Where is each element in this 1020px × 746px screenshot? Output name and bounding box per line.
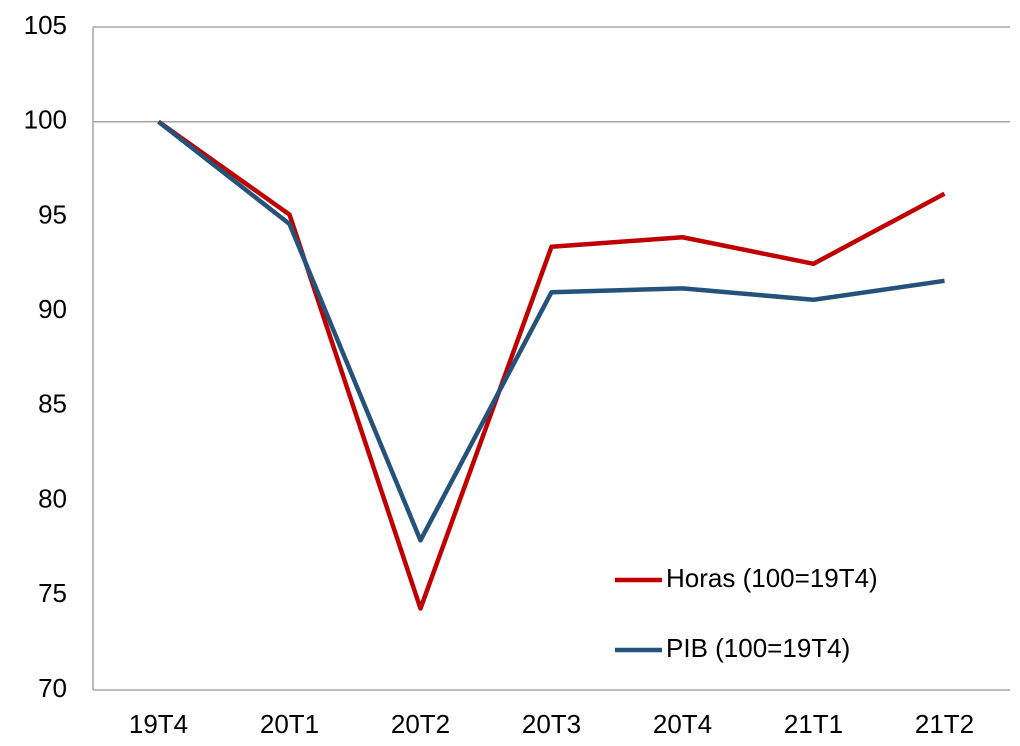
line-series (157, 119, 945, 543)
x-tick-label: 20T3 (522, 709, 581, 739)
x-tick-label: 20T2 (391, 709, 450, 739)
legend-label: Horas (100=19T4) (666, 563, 878, 593)
legend-label: PIB (100=19T4) (666, 633, 850, 663)
x-tick-label: 21T1 (784, 709, 843, 739)
y-tick-label: 95 (38, 199, 67, 229)
x-tick-label: 19T4 (129, 709, 188, 739)
x-tick-label: 20T4 (653, 709, 712, 739)
y-tick-label: 75 (38, 578, 67, 608)
y-tick-label: 105 (24, 10, 67, 40)
y-tick-label: 100 (24, 105, 67, 135)
y-tick-label: 85 (38, 389, 67, 419)
x-tick-label: 20T1 (260, 709, 319, 739)
y-tick-label: 80 (38, 483, 67, 513)
x-tick-label: 21T2 (915, 709, 974, 739)
y-tick-label: 90 (38, 294, 67, 324)
y-tick-label: 70 (38, 673, 67, 703)
line-series (157, 119, 946, 611)
